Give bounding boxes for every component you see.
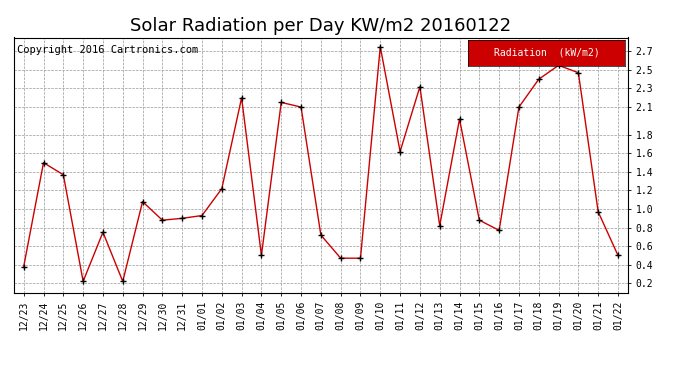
Text: Copyright 2016 Cartronics.com: Copyright 2016 Cartronics.com (17, 45, 198, 55)
Title: Solar Radiation per Day KW/m2 20160122: Solar Radiation per Day KW/m2 20160122 (130, 16, 511, 34)
